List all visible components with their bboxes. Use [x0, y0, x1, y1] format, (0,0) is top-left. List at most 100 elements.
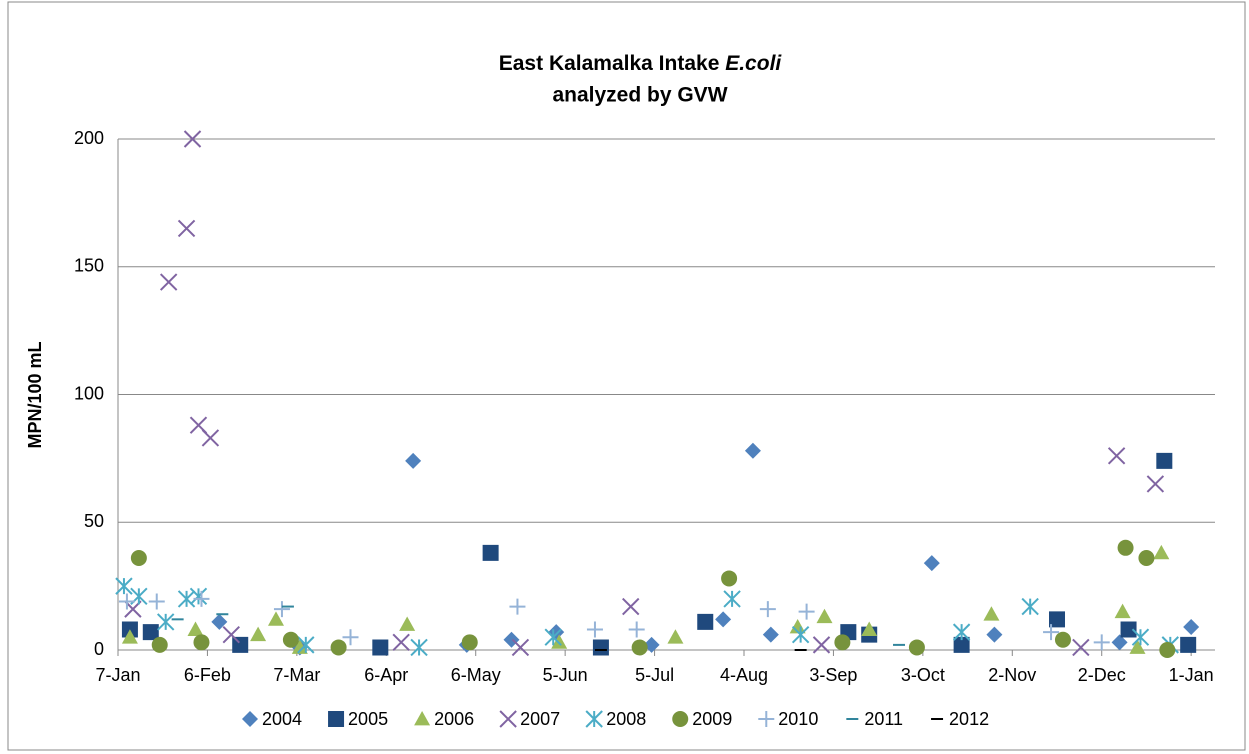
- marker: [697, 613, 714, 630]
- marker: [511, 638, 530, 657]
- marker: [798, 603, 815, 620]
- marker: [1021, 597, 1039, 616]
- marker: [372, 639, 389, 656]
- marker: [142, 624, 159, 641]
- marker: [115, 577, 133, 595]
- marker: [791, 625, 810, 644]
- marker: [544, 628, 562, 646]
- marker: [211, 613, 228, 630]
- marker: [667, 629, 684, 644]
- marker: [628, 621, 645, 638]
- marker: [1114, 603, 1131, 619]
- marker: [723, 590, 741, 608]
- x-tick-label: 6-Apr: [364, 665, 408, 685]
- marker: [273, 601, 290, 618]
- marker: [187, 621, 204, 636]
- legend-label: 2006: [434, 709, 474, 729]
- marker: [1183, 619, 1200, 636]
- marker: [759, 601, 776, 618]
- marker: [762, 626, 779, 643]
- marker: [908, 639, 925, 656]
- marker: [953, 636, 970, 653]
- marker: [1111, 634, 1128, 651]
- legend-label: 2010: [778, 709, 818, 729]
- legend-label: 2008: [606, 709, 646, 729]
- marker: [121, 629, 138, 644]
- x-tick-label: 3-Oct: [901, 665, 945, 685]
- marker: [291, 639, 308, 654]
- y-tick-label: 150: [74, 256, 104, 276]
- marker: [1129, 639, 1146, 654]
- marker: [193, 590, 210, 607]
- marker: [118, 593, 135, 610]
- marker: [631, 639, 648, 656]
- x-tick-label: 7-Jan: [95, 665, 140, 685]
- marker: [222, 625, 240, 644]
- marker: [1120, 621, 1137, 638]
- x-tick-label: 5-Jul: [635, 665, 674, 685]
- marker: [177, 219, 196, 238]
- marker: [330, 639, 347, 656]
- marker: [816, 608, 833, 624]
- marker: [250, 626, 267, 642]
- marker: [1159, 642, 1176, 658]
- marker: [643, 636, 660, 653]
- x-tick-label: 4-Aug: [720, 665, 768, 685]
- marker: [861, 621, 878, 636]
- x-tick-label: 2-Dec: [1078, 665, 1126, 685]
- x-tick-label: 3-Sep: [809, 665, 857, 685]
- title-text: East Kalamalka Intake: [499, 52, 720, 75]
- marker: [193, 634, 210, 651]
- marker: [189, 587, 208, 606]
- legend-label: 2012: [949, 709, 989, 729]
- legend-label: 2011: [864, 709, 903, 729]
- marker: [342, 629, 359, 646]
- marker: [983, 606, 1000, 621]
- marker: [789, 619, 806, 634]
- marker: [1131, 628, 1150, 646]
- legend-label: 2005: [348, 709, 388, 729]
- marker: [509, 598, 526, 615]
- marker: [586, 621, 603, 638]
- legend-label: 2004: [262, 709, 302, 729]
- marker: [715, 611, 732, 628]
- marker: [1043, 624, 1060, 641]
- legend-marker: [242, 711, 258, 727]
- legend-marker: [328, 711, 345, 727]
- marker: [392, 633, 410, 652]
- y-tick-label: 0: [94, 639, 104, 659]
- marker: [923, 555, 940, 572]
- marker: [1153, 544, 1170, 560]
- marker: [1054, 631, 1071, 648]
- marker: [1180, 636, 1197, 653]
- marker: [267, 611, 284, 626]
- marker: [592, 639, 609, 656]
- marker: [399, 616, 416, 631]
- marker: [744, 442, 761, 459]
- y-axis-label: MPN/100 mL: [25, 341, 45, 448]
- marker: [834, 634, 851, 651]
- x-tick-label: 7-Mar: [273, 665, 320, 685]
- legend-label: 2009: [692, 709, 732, 729]
- marker: [1117, 539, 1134, 556]
- marker: [461, 634, 478, 651]
- chart-subtitle: analyzed by GVW: [552, 84, 727, 107]
- marker: [282, 631, 299, 648]
- marker: [297, 636, 315, 654]
- marker: [410, 638, 428, 657]
- marker: [1146, 475, 1165, 493]
- marker: [952, 623, 971, 641]
- y-tick-label: 100: [74, 383, 104, 403]
- x-tick-label: 5-Jun: [543, 665, 588, 685]
- marker: [1138, 550, 1155, 567]
- chart-title: East Kalamalka Intake E.coli: [499, 52, 783, 75]
- marker: [622, 597, 640, 616]
- marker: [405, 452, 422, 469]
- marker: [551, 634, 568, 649]
- legend-marker: [585, 710, 603, 728]
- marker: [1072, 638, 1090, 657]
- marker: [156, 613, 175, 631]
- marker: [1156, 452, 1173, 469]
- y-tick-label: 50: [84, 511, 104, 531]
- chart-frame: [7, 1, 1246, 751]
